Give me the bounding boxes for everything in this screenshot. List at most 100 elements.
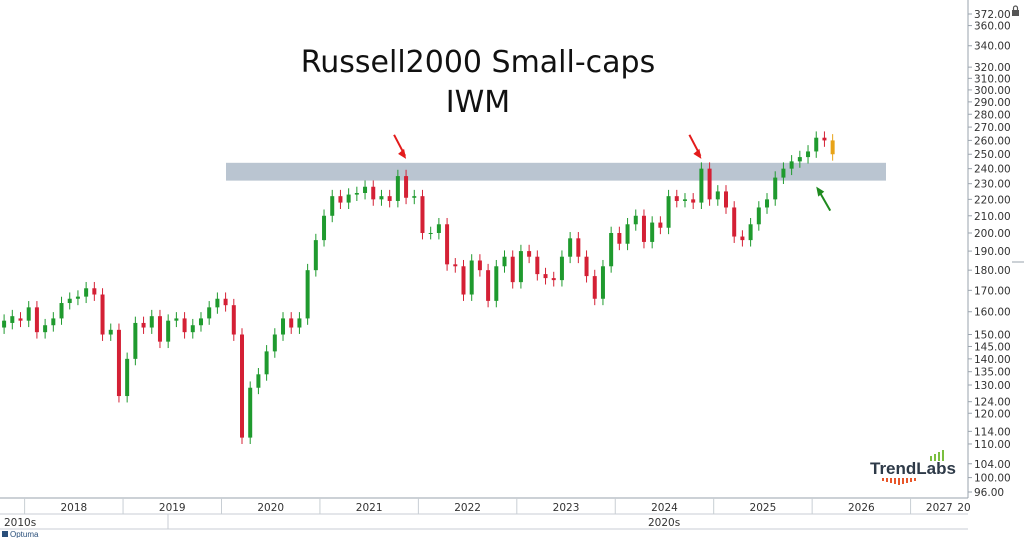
y-tick-label: 372.00 (974, 9, 1011, 21)
y-tick-label: 230.00 (974, 179, 1011, 191)
y-tick-label: 120.00 (974, 408, 1011, 420)
candle-body (568, 238, 573, 257)
candle-body (740, 236, 745, 241)
candle-body (666, 196, 671, 228)
optuma-label: Optuma (10, 530, 39, 538)
candle-body (510, 256, 515, 283)
era-label-2010s: 2010s (4, 517, 36, 529)
y-tick-label: 200.00 (974, 228, 1011, 240)
candle-body (371, 186, 376, 200)
candle-body (379, 196, 384, 200)
candle-body (592, 276, 597, 299)
red-arrow (393, 134, 407, 159)
y-tick-label: 250.00 (974, 149, 1011, 161)
candle-body (289, 318, 294, 328)
candle-body (305, 270, 310, 319)
y-tick-label: 320.00 (974, 62, 1011, 74)
y-tick-label: 190.00 (974, 246, 1011, 258)
x-tick-label: 2023 (553, 502, 580, 514)
candle-body (272, 334, 277, 352)
y-tick-label: 180.00 (974, 265, 1011, 277)
logo-bar (942, 450, 944, 461)
y-tick-label: 104.00 (974, 459, 1011, 471)
candle-body (174, 318, 179, 321)
candle-body (658, 222, 663, 228)
candle-body (436, 224, 441, 233)
y-tick-label: 170.00 (974, 285, 1011, 297)
candle-body (231, 305, 236, 335)
resistance-zone (226, 162, 886, 181)
candle-body (814, 137, 819, 152)
candle-body (633, 215, 638, 225)
candle-body (830, 140, 835, 155)
candle-body (609, 232, 614, 267)
y-tick-label: 340.00 (974, 41, 1011, 53)
candle-body (682, 199, 687, 201)
candle-body (182, 318, 187, 333)
candle-body (322, 215, 327, 241)
candle-body (141, 322, 146, 328)
candle-body (198, 318, 203, 326)
x-tick-label: 2025 (750, 502, 777, 514)
logo-bar (938, 452, 940, 461)
candle-body (92, 288, 97, 295)
candle-body (43, 325, 48, 333)
candle-body (641, 215, 646, 242)
candle-body (527, 251, 532, 257)
candle-body (724, 191, 728, 208)
era-label-2020s: 2020s (648, 517, 680, 529)
candle-body (494, 266, 499, 301)
x-tick-label: 2020 (257, 502, 284, 514)
candle-body (395, 176, 400, 201)
candle-body (338, 196, 343, 203)
candle-body (806, 151, 811, 158)
red-arrow (688, 134, 702, 159)
candle-body (215, 298, 220, 308)
candles (2, 131, 835, 445)
candle-body (281, 318, 286, 335)
candle-body (420, 196, 425, 233)
candle-body (404, 176, 409, 198)
green-arrow (816, 186, 832, 212)
candle-body (346, 194, 351, 203)
candle-body (100, 294, 105, 335)
candle-body (535, 256, 540, 275)
candle-body (502, 256, 507, 267)
lock-icon[interactable] (1012, 5, 1019, 16)
logo-dots (882, 478, 916, 485)
candle-body (34, 307, 39, 333)
candle-body (149, 316, 154, 328)
candle-body (822, 137, 827, 141)
candle-body (125, 358, 130, 397)
y-tick-label: 100.00 (974, 473, 1011, 485)
candle-body (699, 168, 704, 203)
candle-body (773, 177, 778, 200)
candle-body (84, 288, 89, 297)
candle-body (691, 199, 696, 203)
y-tick-label: 96.00 (974, 487, 1004, 499)
candle-body (207, 307, 212, 319)
y-tick-label: 110.00 (974, 439, 1011, 451)
x-axis-ticks: 2018 2019 2020 2021 2022 2023 2024 2025 2026 2027… (24, 498, 971, 514)
optuma-icon (2, 531, 8, 537)
annotation-arrows (393, 134, 832, 212)
candle-body (576, 238, 581, 257)
candle-body (108, 329, 113, 335)
candle-body (313, 240, 318, 271)
x-tick-label: 2019 (159, 502, 186, 514)
candle-body (625, 224, 630, 244)
candle-body (59, 303, 64, 319)
candle-body (412, 196, 417, 198)
candle-body (18, 318, 23, 321)
y-tick-label: 300.00 (974, 85, 1011, 97)
candle-body (2, 320, 7, 328)
candle-body (674, 196, 679, 201)
candle-body (67, 298, 72, 304)
candle-body (650, 222, 655, 242)
y-tick-label: 124.00 (974, 397, 1011, 409)
y-tick-label: 210.00 (974, 211, 1011, 223)
y-tick-label: 290.00 (974, 97, 1011, 109)
candle-body (354, 193, 359, 195)
y-tick-label: 114.00 (974, 426, 1011, 438)
